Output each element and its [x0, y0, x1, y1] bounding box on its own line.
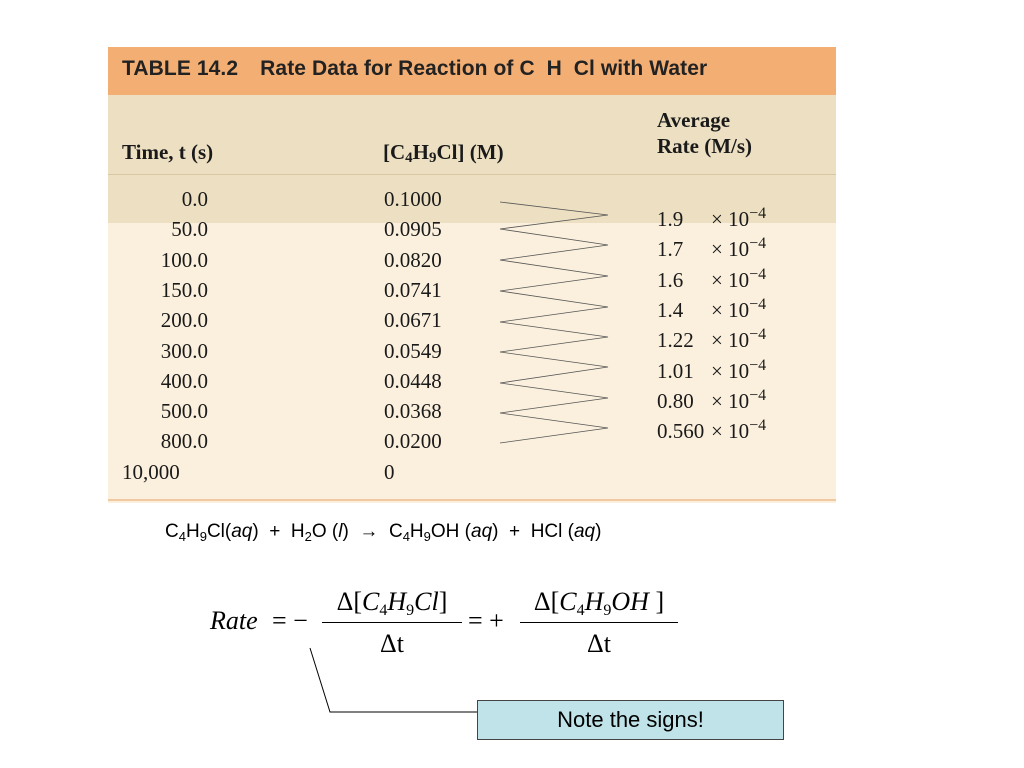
- table-cell-concentration: 0.0200: [384, 429, 442, 454]
- table-cell-concentration: 0: [384, 459, 395, 484]
- table-cell-concentration: 0.0741: [384, 277, 442, 302]
- rate-label: Rate: [210, 606, 258, 635]
- table-cell-concentration: 0.0368: [384, 399, 442, 424]
- fraction-product: Δ[C4H9OH ] Δt: [520, 584, 678, 661]
- table-cell-time: 150.0: [160, 277, 208, 302]
- table-cell-time: 0.0: [181, 187, 208, 211]
- reaction-arrow: →: [348, 521, 389, 542]
- table-cell-average-rate: 0.80 × 10−4: [657, 386, 767, 413]
- table-cell-concentration: 0.1000: [384, 187, 442, 211]
- equals-plus: = +: [468, 606, 504, 635]
- table-cell-time: 800.0: [160, 429, 208, 454]
- column-header-average-rate: Average Rate (M/s): [657, 108, 753, 158]
- table-cell-average-rate: 1.6 × 10−4: [657, 265, 767, 292]
- table-cell-average-rate: 0.560 × 10−4: [657, 417, 767, 444]
- table-bottom-rule: [108, 499, 836, 501]
- table-number: TABLE 14.2: [122, 57, 239, 80]
- table-cell-time: 400.0: [160, 368, 208, 393]
- table-cell-average-rate: 1.7 × 10−4: [657, 235, 767, 262]
- table-caption-bar: [108, 47, 836, 95]
- column-header-concentration: [C4H9Cl] (M): [383, 140, 504, 166]
- table-cell-average-rate: 1.22 × 10−4: [657, 326, 767, 353]
- equals-minus: = −: [272, 606, 308, 635]
- note-callout: Note the signs!: [477, 700, 784, 740]
- reaction-equation: C4H9Cl(aq) + H2O (l) → C4H9OH (aq) + HCl…: [165, 521, 602, 544]
- table-cell-concentration: 0.0671: [384, 308, 442, 333]
- table-title: Rate Data for Reaction of C H Cl with Wa…: [260, 57, 708, 80]
- rate-data-table: TABLE 14.2 Rate Data for Reaction of C H …: [108, 47, 836, 503]
- table-cell-average-rate: 1.9 × 10−4: [657, 205, 767, 231]
- table-cell-concentration: 0.0820: [384, 247, 442, 272]
- header-rule: [108, 174, 836, 175]
- table-cell-concentration: 0.0448: [384, 368, 442, 393]
- table-cell-average-rate: 1.4 × 10−4: [657, 295, 767, 322]
- fraction-reactant: Δ[C4H9Cl] Δt: [322, 584, 462, 661]
- table-caption: TABLE 14.2 Rate Data for Reaction of C H …: [122, 57, 707, 81]
- column-header-time: Time, t (s): [122, 140, 214, 164]
- table-cell-time: 500.0: [160, 399, 208, 424]
- table-cell-time: 300.0: [160, 338, 208, 363]
- rate-expression: Rate = − Δ[C4H9Cl] Δt = + Δ[C4H9OH ] Δt: [210, 584, 690, 664]
- table-cell-time: 100.0: [160, 247, 208, 272]
- table-cell-concentration: 0.0549: [384, 338, 442, 363]
- table-cell-time: 200.0: [160, 308, 208, 333]
- table-cell-time: 10,000: [122, 459, 180, 484]
- table-cell-average-rate: 1.01 × 10−4: [657, 356, 767, 383]
- column-header-band: [108, 95, 836, 223]
- table-cell-time: 50.0: [171, 217, 208, 242]
- table-cell-concentration: 0.0905: [384, 217, 442, 242]
